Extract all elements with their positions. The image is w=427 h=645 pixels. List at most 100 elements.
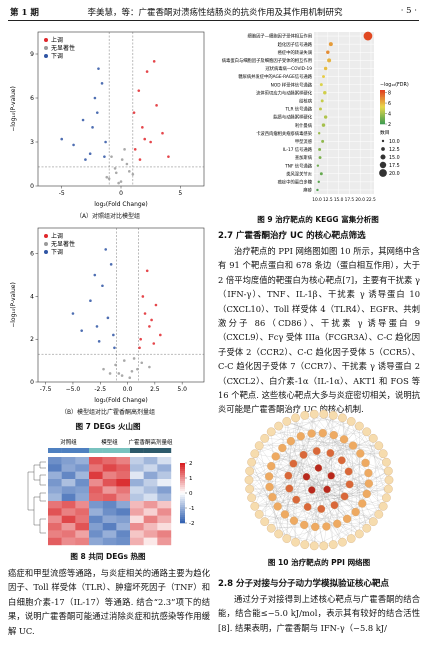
- subcaption: （B）模型组对比广霍香酮高剂量组: [60, 409, 156, 416]
- network-node: [355, 529, 364, 539]
- network-edge: [286, 526, 327, 539]
- network-edge: [311, 433, 369, 474]
- bubble: [320, 99, 324, 103]
- network-edge: [288, 475, 322, 510]
- heat-cell: [143, 508, 158, 516]
- network-edge: [264, 438, 379, 446]
- network-edge: [351, 445, 354, 539]
- network-node: [244, 475, 254, 485]
- network-node: [322, 522, 331, 531]
- network-edge: [337, 460, 342, 524]
- network-node: [245, 484, 255, 494]
- data-point: [123, 148, 126, 151]
- colorbar-segment: [180, 487, 185, 490]
- network-node: [327, 472, 335, 480]
- heat-cell: [102, 471, 117, 480]
- size-legend-label: 15.0: [389, 155, 400, 161]
- legend-label: 下调: [51, 52, 63, 60]
- x-axis-label: log₂(Fold Change): [94, 397, 148, 404]
- heat-cell: [116, 537, 131, 546]
- network-edge: [333, 435, 379, 515]
- network-edge: [277, 493, 367, 507]
- colorbar-segment: [380, 90, 385, 92]
- network-edge: [251, 462, 287, 539]
- data-point: [107, 177, 111, 180]
- group-bar: [130, 448, 144, 453]
- network-node: [300, 540, 310, 549]
- heat-cell: [130, 464, 144, 472]
- heat-cell: [116, 471, 131, 480]
- network-node: [355, 421, 364, 431]
- network-node: [264, 472, 274, 481]
- network-node: [383, 484, 393, 494]
- colorbar-label: -2: [189, 521, 194, 527]
- heat-cell: [102, 479, 117, 487]
- bubble: [316, 188, 319, 192]
- page-number: · 5 ·: [400, 6, 417, 16]
- colorbar-segment: [180, 499, 185, 502]
- heat-cell: [102, 493, 117, 502]
- network-edge: [293, 514, 379, 521]
- legend-marker: [44, 242, 48, 246]
- data-point: [141, 126, 144, 129]
- colorbar-segment: [380, 98, 385, 101]
- heat-cell: [143, 493, 158, 502]
- network-node: [289, 459, 298, 468]
- colorbar-segment: [380, 95, 385, 98]
- size-legend-label: 17.5: [389, 163, 400, 169]
- network-node: [374, 509, 384, 519]
- heat-cell: [61, 537, 76, 546]
- colorbar-segment: [180, 517, 185, 520]
- network-edge: [296, 472, 369, 500]
- network-edge: [315, 472, 369, 527]
- colorbar-label: 1: [189, 476, 193, 482]
- category-label: 麻疹: [303, 187, 312, 194]
- colorbar-segment: [180, 513, 185, 516]
- heat-cell: [102, 523, 117, 531]
- heat-cell: [157, 523, 172, 531]
- network-node: [266, 427, 276, 437]
- network-edge: [304, 415, 331, 454]
- network-edge: [304, 415, 389, 490]
- category-label: IL-17 信号通路: [283, 146, 313, 153]
- network-edge: [282, 447, 328, 490]
- data-point: [117, 372, 121, 375]
- subcaption: （A）对照组对比模型组: [75, 213, 141, 220]
- network-node: [368, 433, 378, 443]
- legend-marker: [44, 54, 48, 58]
- data-point: [152, 60, 156, 63]
- x-tick-label: 5.0: [177, 386, 187, 393]
- data-point: [161, 131, 164, 135]
- network-edge: [264, 476, 307, 522]
- category-label: 流体剪切应力与动脉粥样硬化: [256, 89, 313, 96]
- group-label: 模型组: [101, 438, 118, 446]
- category-label: 冠状病毒病—COVID-19: [265, 65, 312, 72]
- network-node: [338, 537, 347, 547]
- network-node: [339, 435, 349, 444]
- network-edge: [307, 506, 360, 535]
- colorbar-segment: [180, 477, 185, 480]
- heat-cell: [143, 515, 158, 524]
- kegg-bubble-chart: 10.0 12.5 15.0 17.5 20.0 22.5细胞因子—细胞因子受体相互作用趋…: [222, 31, 409, 203]
- category-label: 癌症中的蛋白多糖: [278, 178, 313, 185]
- x-tick-label: 10.0: [312, 197, 322, 203]
- heat-cell: [130, 471, 144, 480]
- data-point: [148, 325, 151, 328]
- network-edge: [300, 436, 312, 491]
- y-tick-label: 3: [30, 139, 34, 146]
- network-node: [245, 466, 255, 476]
- bubble: [328, 42, 333, 47]
- data-point: [140, 361, 144, 365]
- bubble: [318, 147, 322, 151]
- network-edge: [316, 451, 348, 519]
- network-edge: [352, 445, 367, 494]
- heat-cell: [116, 486, 131, 494]
- network-node: [271, 452, 280, 461]
- network-node: [362, 523, 372, 533]
- data-point: [152, 342, 156, 345]
- colorbar-segment: [380, 105, 385, 108]
- category-label: TNF 信号通路: [284, 162, 313, 169]
- heat-cell: [89, 486, 103, 494]
- heat-cell: [75, 464, 90, 472]
- network-node: [273, 502, 282, 511]
